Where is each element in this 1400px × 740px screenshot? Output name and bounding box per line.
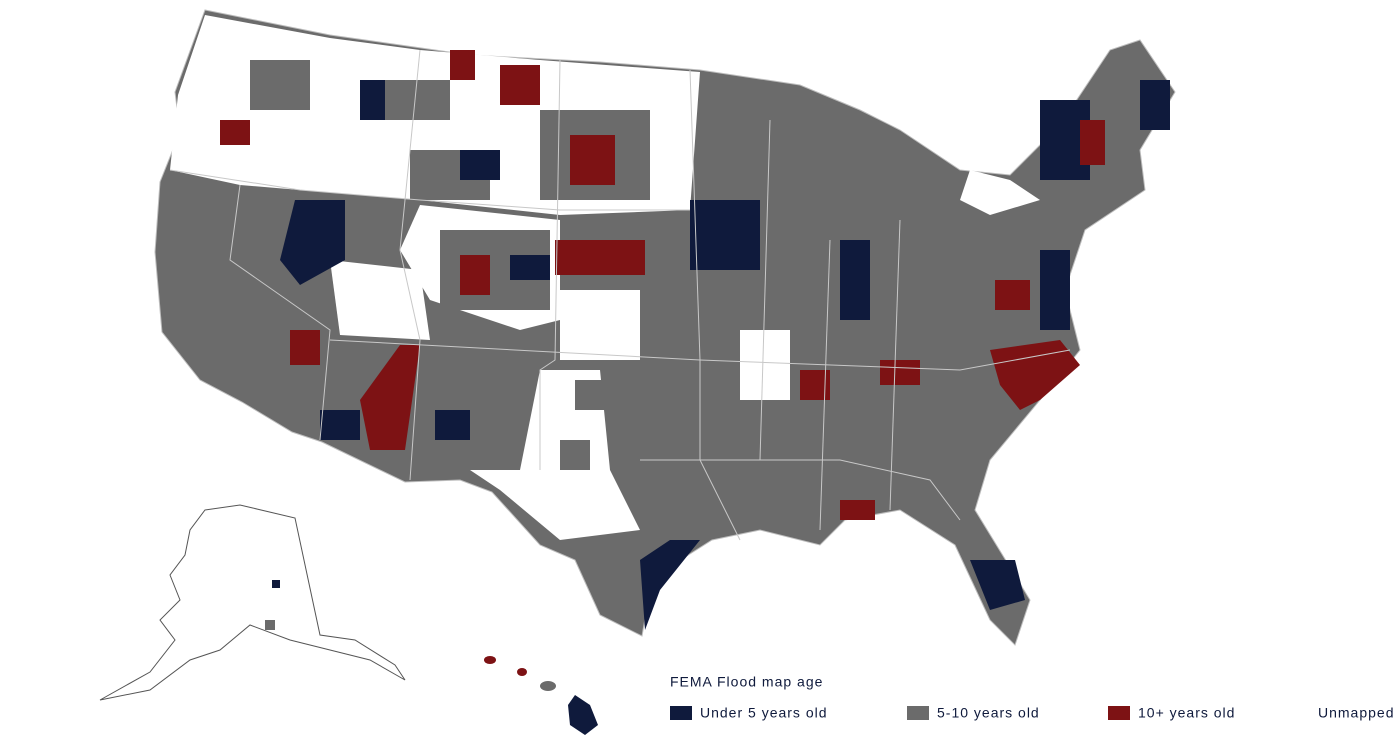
border [329,339,1071,371]
patch [220,120,250,145]
island [568,695,598,735]
patch [880,360,920,385]
patch [840,500,875,520]
legend-label: 10+ years old [1138,705,1235,721]
patch [290,330,320,365]
island [517,668,527,676]
patch [575,380,605,410]
patch [570,135,615,185]
patch [360,80,385,120]
border [399,49,421,481]
border [759,119,771,461]
patch [1040,250,1070,330]
patch [1140,80,1170,130]
legend-label: 5-10 years old [937,705,1040,721]
border [539,59,561,470]
patch [320,410,360,440]
patch [280,200,345,285]
patch [970,560,1025,610]
contiguous-us [154,9,1176,646]
unmapped-area [330,260,430,340]
patch [690,200,760,270]
unmapped-area [960,170,1040,215]
old-areas [220,50,1105,520]
patch [460,255,490,295]
unmapped-area [740,330,790,400]
patch [990,340,1080,410]
unmapped-area [470,370,640,540]
island [540,681,556,691]
patch [265,620,275,630]
border [229,184,331,441]
island [484,656,496,664]
border [169,169,690,211]
alaska-outline [99,504,406,701]
border [689,69,741,541]
patch [272,580,280,588]
alaska [99,504,406,701]
patch [250,60,310,110]
state-borders [169,49,1071,541]
legend-swatch [907,706,929,720]
patch [450,50,475,80]
legend-swatch [1108,706,1130,720]
border [640,459,961,521]
patch [995,280,1030,310]
patch [840,240,870,320]
patch [1080,120,1105,165]
border [889,219,901,511]
legend-label: Under 5 years old [700,705,828,721]
recent-areas [280,80,1170,630]
patch [510,255,550,280]
legend: FEMA Flood map age Under 5 years old 5-10… [670,674,1395,721]
legend-title: FEMA Flood map age [670,674,823,690]
patch [460,150,500,180]
border [819,239,831,531]
legend-swatch [670,706,692,720]
unmapped-area [560,290,640,360]
patch [500,65,540,105]
patch [555,240,645,275]
patch [435,410,470,440]
patch [640,540,700,630]
legend-swatch [1288,706,1310,720]
patch [360,345,420,450]
patch [560,440,590,470]
hawaii [484,656,598,735]
legend-label: Unmapped [1318,705,1395,721]
